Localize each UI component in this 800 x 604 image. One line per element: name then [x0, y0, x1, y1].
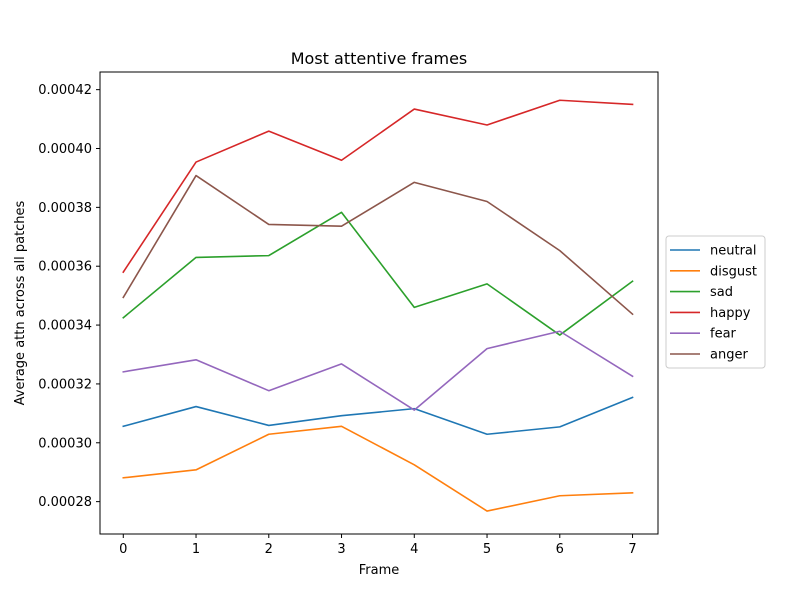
plot-area-frame: [99, 71, 659, 535]
x-axis-title: Frame: [359, 563, 400, 578]
x-tick-label: 0: [119, 542, 127, 557]
series-line-anger: [122, 174, 634, 316]
y-tick-label: 0.00034: [38, 319, 92, 334]
y-tick-label: 0.00030: [38, 436, 92, 451]
series-lines: [122, 99, 634, 512]
y-tick-label: 0.00038: [38, 201, 92, 216]
x-axis-ticks: 0 1 2 3 4 5 6 7: [119, 534, 637, 557]
y-axis-title: Average attn across all patches: [13, 200, 28, 405]
x-tick-label: 2: [265, 542, 273, 557]
legend-items: neutral disgust sad happy fear anger: [670, 244, 757, 363]
series-line-disgust: [122, 425, 634, 512]
x-tick-label: 1: [192, 542, 200, 557]
series-line-sad: [122, 211, 634, 336]
y-tick-label: 0.00040: [38, 142, 92, 157]
legend-box: [665, 235, 766, 369]
y-tick-label: 0.00032: [38, 377, 92, 392]
legend-label-sad: sad: [710, 285, 733, 300]
x-tick-label: 4: [410, 542, 418, 557]
y-tick-label: 0.00036: [38, 260, 92, 275]
series-line-fear: [122, 330, 634, 411]
legend-label-neutral: neutral: [710, 244, 757, 259]
legend-label-disgust: disgust: [710, 264, 757, 279]
series-line-happy: [122, 99, 634, 274]
x-tick-label: 7: [628, 542, 636, 557]
chart-title: Most attentive frames: [291, 49, 468, 68]
legend-label-happy: happy: [710, 306, 751, 321]
legend: neutral disgust sad happy fear anger: [665, 235, 766, 369]
y-axis-ticks: 0.00028 0.00030 0.00032 0.00034 0.00036 0.000…: [38, 83, 100, 510]
legend-label-fear: fear: [710, 327, 737, 342]
x-tick-label: 3: [337, 542, 345, 557]
x-tick-label: 5: [483, 542, 491, 557]
y-tick-label: 0.00042: [38, 83, 92, 98]
legend-label-anger: anger: [710, 348, 748, 363]
series-line-neutral: [122, 396, 634, 436]
x-tick-label: 6: [556, 542, 564, 557]
y-tick-label: 0.00028: [38, 495, 92, 510]
